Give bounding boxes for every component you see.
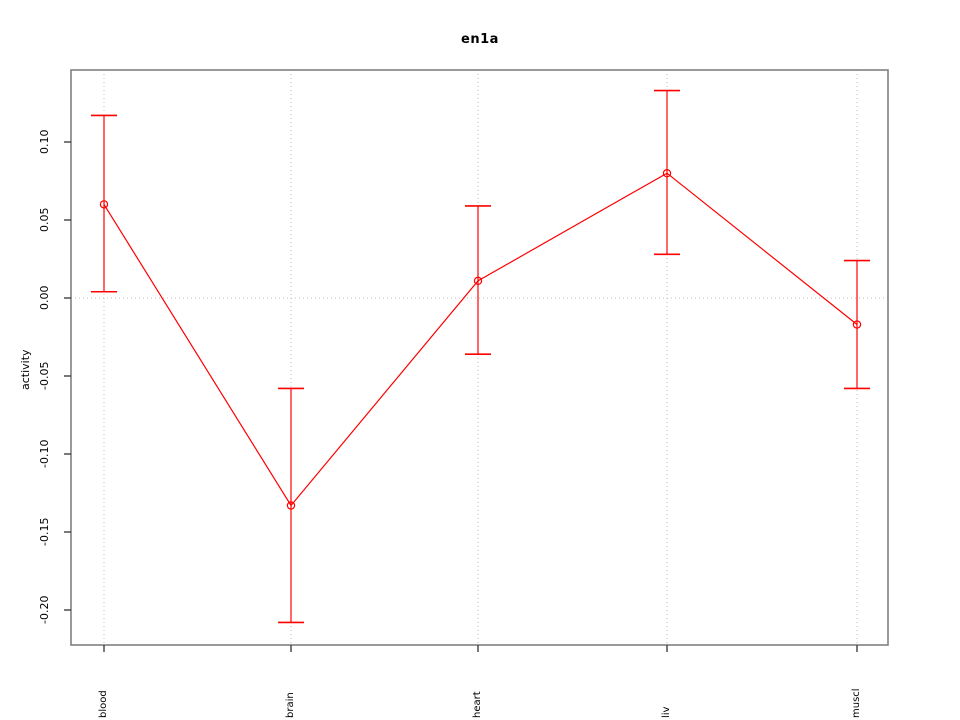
data-series-activity — [91, 89, 870, 624]
y-tick-label: -0.05 — [38, 361, 51, 391]
data-point-liv — [662, 168, 672, 178]
error-bar-heart — [465, 205, 491, 355]
data-point-heart — [473, 276, 483, 286]
y-tick-label: 0.10 — [38, 129, 51, 155]
gridlines — [71, 70, 888, 645]
series-line — [103, 172, 858, 507]
x-tick-label-muscl: muscl — [851, 688, 862, 718]
error-bar-muscl — [844, 259, 870, 390]
y-tick-label: -0.20 — [38, 595, 51, 625]
error-bar-brain — [278, 387, 304, 624]
y-tick-label: 0.05 — [38, 207, 51, 233]
error-bar-liv — [654, 89, 680, 256]
plot-box — [70, 69, 889, 646]
y-tick-label: -0.10 — [38, 439, 51, 469]
y-tick-label: 0.00 — [38, 285, 51, 311]
data-point-brain — [286, 501, 296, 510]
data-point-muscl — [852, 320, 862, 329]
data-point-blood — [99, 200, 109, 209]
plot-border — [70, 69, 889, 646]
y-tick-label: -0.15 — [38, 517, 51, 547]
x-tick-label-blood: blood — [98, 690, 109, 718]
x-tick-label-liv: liv — [661, 706, 672, 718]
chart-title: en1a — [461, 32, 499, 47]
x-tick-label-heart: heart — [472, 691, 483, 718]
error-bar-blood — [91, 114, 117, 293]
axis-ticks — [64, 141, 858, 652]
x-tick-label-brain: brain — [285, 692, 296, 718]
